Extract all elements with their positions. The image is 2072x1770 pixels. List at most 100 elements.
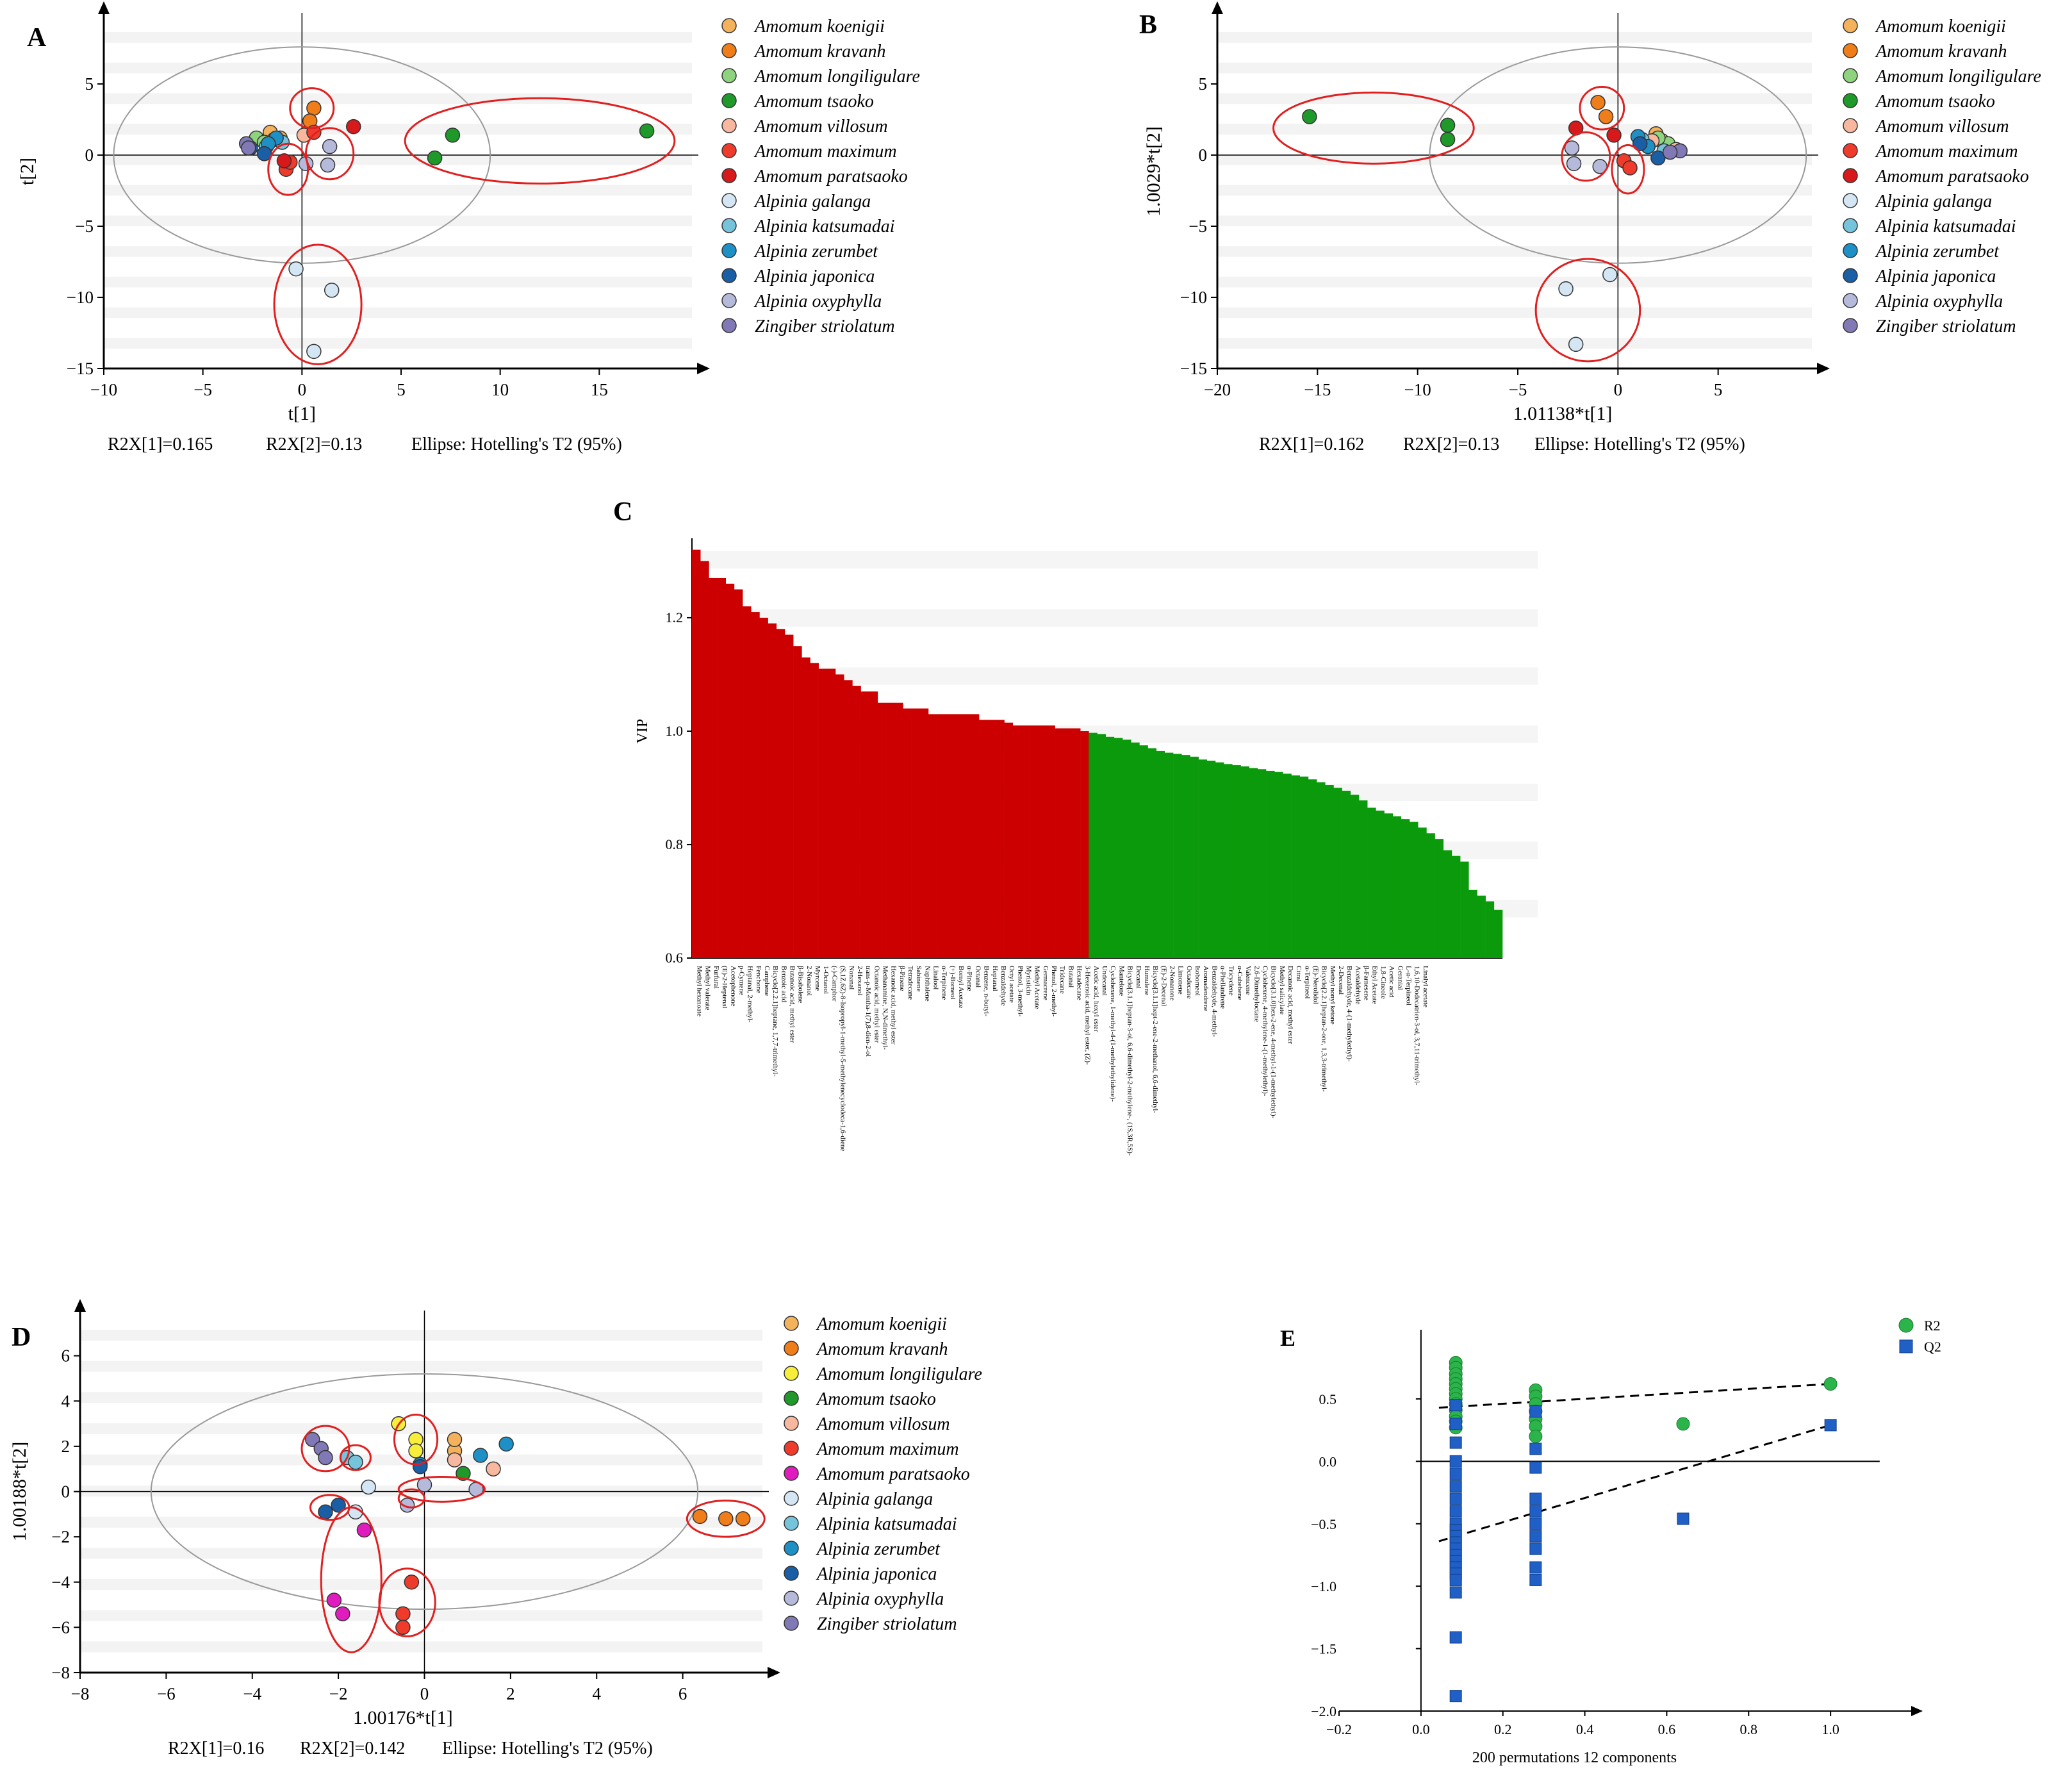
legend-marker: [1843, 93, 1858, 108]
x-axis-title: t[1]: [288, 403, 316, 424]
category-label: α-Terpineol: [1303, 966, 1311, 998]
q2-point: [1529, 1543, 1542, 1555]
legend-label: Amomum longiligulare: [816, 1364, 982, 1384]
legend-label: Amomum villosum: [816, 1414, 950, 1434]
legend-label: Zingiber striolatum: [817, 1614, 957, 1634]
data-point: [692, 1509, 708, 1525]
legend-marker: [1899, 1339, 1913, 1353]
vip-bar: [1493, 909, 1503, 958]
background-band: [104, 276, 692, 288]
cluster-ellipse: [300, 1425, 350, 1473]
legend-marker: [1843, 43, 1858, 58]
legend-label: Amomum villosum: [753, 117, 888, 136]
category-label: Tricyclene: [1228, 966, 1235, 996]
x-tick-label: 0.0: [1412, 1721, 1430, 1737]
vip-bar: [1485, 901, 1495, 958]
x-tick-label: −10: [1404, 380, 1431, 399]
data-point: [326, 1592, 342, 1608]
vip-bar: [1071, 728, 1081, 958]
category-label: Cyclohexene, 1-methyl-4-(1-methylethylid…: [1109, 966, 1117, 1102]
background-band: [1217, 124, 1812, 135]
legend-label: Zingiber striolatum: [755, 317, 895, 336]
cluster-ellipse: [397, 1476, 486, 1503]
category-label: Citral: [1295, 966, 1303, 982]
vip-bar: [1080, 731, 1089, 958]
category-label: Valencene: [1244, 966, 1252, 995]
vip-bar: [826, 668, 836, 958]
category-label: Hexanoic acid, methyl ester: [890, 966, 898, 1045]
category-label: Myrcene: [814, 966, 821, 991]
cluster-ellipse: [1579, 85, 1625, 131]
panel-letter: A: [27, 23, 47, 53]
data-point: [447, 1452, 463, 1468]
legend-label: Amomum longiligulare: [753, 67, 920, 87]
vip-bar: [1443, 850, 1452, 958]
background-band: [1217, 246, 1812, 257]
background-band: [104, 62, 692, 74]
y-tick-label: 6: [62, 1346, 70, 1366]
vip-bar: [835, 674, 844, 958]
data-point: [395, 1606, 411, 1621]
vip-bar: [734, 589, 743, 958]
cluster-ellipse: [378, 1567, 436, 1637]
category-label: Phenol, 2-methyl-: [1050, 966, 1058, 1017]
legend-label: Alpinia katsumadai: [1875, 217, 2016, 236]
vip-bar: [877, 702, 887, 958]
category-label: Sabinene: [915, 966, 923, 991]
vip-bar: [1147, 748, 1157, 958]
vip-bar: [1291, 775, 1301, 958]
x-axis-arrow: [768, 1667, 780, 1678]
q2-point: [1449, 1436, 1462, 1449]
vip-bar: [1030, 725, 1039, 958]
vip-bar: [700, 561, 709, 958]
data-point: [348, 1454, 363, 1470]
background-band: [1217, 215, 1812, 227]
x-tick-label: 2: [506, 1684, 515, 1703]
x-tick-label: 0.4: [1576, 1721, 1594, 1737]
data-point: [445, 128, 461, 143]
category-label: Acetic acid, hexyl ester: [1092, 966, 1100, 1032]
vip-bar: [1325, 785, 1334, 958]
cluster-ellipse: [393, 1413, 439, 1466]
regression-line: [1438, 1424, 1831, 1543]
panel-e: E −0.2 0.0 0.2 0.4 0.6 0.8 1.0 0.5 0.0 −0.5 −1.0 −1.…: [1280, 1318, 1941, 1766]
background-band: [1217, 338, 1812, 349]
legend-label: R2: [1924, 1318, 1941, 1334]
background-band: [692, 551, 1538, 569]
legend-label: Amomum maximum: [1875, 142, 2018, 161]
legend-marker: [784, 1541, 799, 1556]
background-band: [80, 1641, 762, 1653]
x-axis-title: 1.01138*t[1]: [1513, 403, 1613, 424]
legend-marker: [1843, 318, 1858, 333]
category-label: Bicyclo[3.1.1]heptan-3-ol, 6,6-dimethyl-…: [1126, 966, 1134, 1156]
legend-label: Alpinia japonica: [753, 267, 875, 286]
r2-point: [1823, 1377, 1838, 1391]
y-tick-label: −15: [67, 359, 94, 378]
category-label: Heptanal: [991, 966, 999, 991]
data-point: [416, 1477, 432, 1493]
q2-point: [1529, 1443, 1542, 1455]
category-label: Acetaldehyde: [1354, 966, 1361, 1005]
data-point: [1440, 117, 1456, 133]
legend-label: Q2: [1924, 1339, 1941, 1355]
category-label: Undecanal: [1101, 966, 1108, 996]
category-label: (S,1Z,6Z)-8-Isopropyl-1-methyl-5-methyle…: [839, 966, 847, 1151]
vip-bar: [1206, 760, 1216, 958]
legend-label: Amomum paratsaoko: [816, 1464, 970, 1484]
vip-bar: [970, 714, 980, 958]
panel-d: −8 −6 −4 −2 0 2 4 6 6 4 2 0 −2 −4 −6 −8 Amomum koenigii A…: [9, 1299, 982, 1758]
stat-ellipse: Ellipse: Hotelling's T2 (95%): [411, 434, 622, 454]
y-axis-title: 1.00188*t[2]: [9, 1442, 30, 1542]
vip-bar: [1004, 722, 1014, 958]
category-label: Linalool: [932, 966, 940, 989]
x-axis-arrow: [1817, 363, 1830, 374]
legend-label: Alpinia galanga: [1875, 192, 1992, 211]
q2-point: [1449, 1493, 1462, 1505]
vip-bar: [1215, 762, 1224, 958]
y-tick-label: 4: [62, 1391, 70, 1410]
vip-bar: [776, 629, 785, 958]
background-band: [104, 215, 692, 227]
hotelling-ellipse: [150, 1373, 699, 1610]
data-point: [346, 119, 361, 135]
vip-bar: [1021, 725, 1030, 958]
